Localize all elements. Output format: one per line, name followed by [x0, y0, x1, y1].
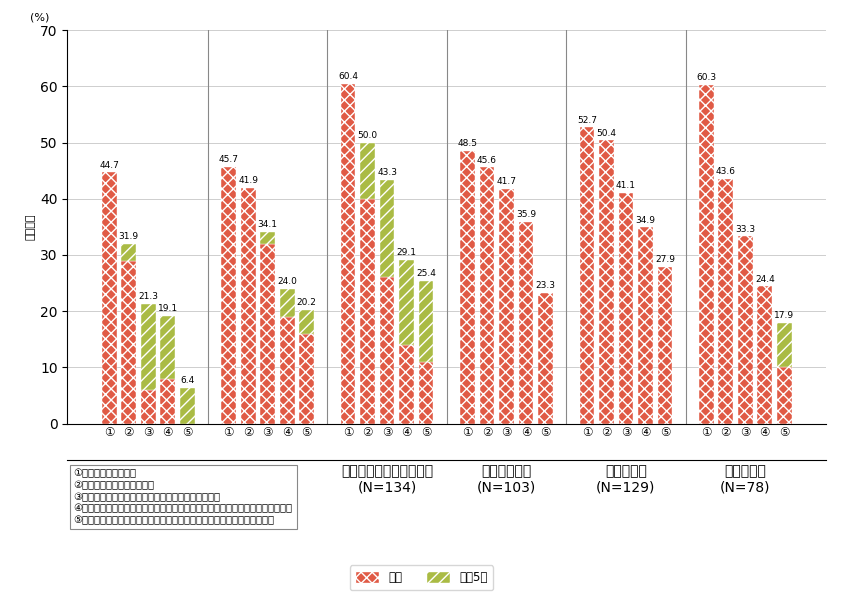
Bar: [260, 232, 275, 244]
Text: 45.6: 45.6: [477, 155, 497, 165]
Text: 33.3: 33.3: [735, 224, 755, 234]
Bar: [419, 362, 433, 423]
Bar: [599, 140, 614, 424]
Text: 43.3: 43.3: [377, 168, 397, 177]
Bar: [718, 178, 733, 424]
Bar: [160, 379, 175, 424]
Text: 23.3: 23.3: [535, 281, 556, 290]
Text: 34.1: 34.1: [258, 220, 277, 229]
Text: 29.1: 29.1: [396, 248, 416, 257]
Bar: [758, 286, 772, 423]
Bar: [299, 310, 314, 333]
Text: 17.9: 17.9: [774, 311, 794, 320]
Text: 24.0: 24.0: [277, 277, 297, 286]
Bar: [360, 143, 375, 199]
Text: 35.9: 35.9: [516, 210, 536, 219]
Bar: [460, 151, 475, 424]
Bar: [777, 367, 792, 424]
Text: 50.0: 50.0: [357, 131, 378, 140]
Text: 24.4: 24.4: [755, 275, 775, 284]
Bar: [518, 222, 534, 424]
Text: 43.6: 43.6: [716, 167, 736, 175]
Bar: [341, 84, 356, 424]
Text: 41.1: 41.1: [616, 181, 636, 190]
Bar: [280, 317, 294, 424]
Bar: [619, 192, 633, 424]
Text: 44.7: 44.7: [99, 160, 119, 169]
Text: 60.3: 60.3: [696, 73, 717, 82]
Bar: [102, 172, 116, 424]
Bar: [699, 85, 714, 423]
Text: 27.9: 27.9: [655, 255, 675, 264]
Text: (%): (%): [30, 12, 49, 22]
Text: 41.7: 41.7: [497, 177, 517, 186]
Bar: [160, 316, 175, 379]
Bar: [738, 237, 753, 424]
Text: ①データの収集・蓄積
②データ分析による現状把握
③データ分析による予測（業绩・実績・在庫管理等）
④データ分析の結果を活用した対応の迅速化やオペレーション等業: ①データの収集・蓄積 ②データ分析による現状把握 ③データ分析による予測（業绩・…: [73, 468, 293, 525]
Text: 50.4: 50.4: [596, 128, 616, 137]
Bar: [658, 267, 672, 424]
Text: 6.4: 6.4: [180, 376, 195, 385]
Bar: [579, 128, 594, 424]
Bar: [419, 281, 433, 362]
Text: 21.3: 21.3: [138, 292, 158, 301]
Text: 60.4: 60.4: [338, 73, 358, 81]
Bar: [379, 278, 395, 423]
Bar: [241, 188, 255, 424]
Text: 20.2: 20.2: [297, 298, 317, 307]
Bar: [299, 333, 314, 423]
Text: 25.4: 25.4: [416, 269, 436, 278]
Bar: [360, 199, 375, 424]
Bar: [379, 180, 395, 278]
Y-axis label: 複数回答: 複数回答: [26, 214, 36, 240]
Text: 19.1: 19.1: [158, 304, 178, 313]
Text: 31.9: 31.9: [119, 232, 139, 241]
Bar: [222, 167, 236, 424]
Bar: [480, 168, 494, 424]
Bar: [499, 189, 514, 424]
Bar: [121, 261, 136, 424]
Bar: [180, 388, 195, 424]
Bar: [121, 244, 136, 261]
Bar: [400, 345, 414, 424]
Bar: [777, 323, 792, 367]
Bar: [638, 227, 652, 424]
Bar: [400, 260, 414, 345]
Bar: [280, 289, 294, 317]
Bar: [141, 304, 156, 390]
Bar: [260, 244, 275, 424]
Text: 52.7: 52.7: [577, 116, 597, 125]
Text: 34.9: 34.9: [636, 215, 655, 224]
Bar: [141, 390, 156, 423]
Legend: 現在, 今後5年: 現在, 今後5年: [350, 565, 493, 590]
Text: 48.5: 48.5: [458, 139, 477, 148]
Bar: [538, 293, 553, 424]
Text: 41.9: 41.9: [239, 176, 258, 185]
Text: 45.7: 45.7: [218, 155, 239, 164]
